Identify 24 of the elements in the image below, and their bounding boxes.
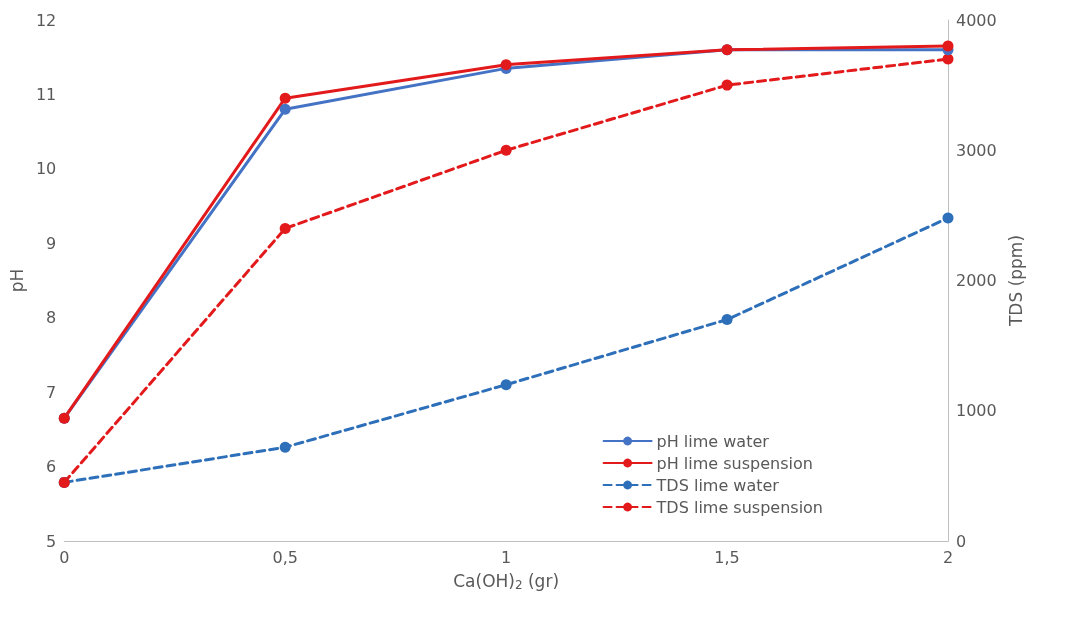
y-tick-label: 11	[35, 84, 57, 104]
y-axis-title: pH	[6, 268, 27, 293]
y2-tick-label: 4000	[956, 10, 997, 30]
legend-label: pH lime water	[656, 431, 770, 451]
y2-tick-label: 0	[956, 531, 967, 551]
y2-tick-label: 2000	[956, 271, 997, 290]
y-tick-label: 12	[35, 10, 57, 30]
y-tick-label: 10	[35, 159, 57, 179]
x-tick-label: 2	[942, 547, 954, 567]
y-tick-label: 5	[46, 531, 57, 551]
y-tick-label: 8	[46, 308, 57, 328]
x-tick-label: 1	[501, 547, 512, 567]
legend-label: TDS lime suspension	[655, 497, 823, 517]
x-tick-label: 1,5	[714, 547, 740, 567]
legend-label: pH lime suspension	[656, 453, 813, 473]
legend-label: TDS lime water	[655, 475, 780, 495]
x-tick-label: 0	[59, 547, 70, 567]
y-tick-label: 9	[46, 233, 57, 253]
y2-tick-label: 1000	[956, 401, 997, 421]
x-tick-label: 0,5	[272, 547, 298, 567]
y-tick-label: 6	[46, 457, 57, 477]
y2-axis-title: TDS (ppm)	[1006, 234, 1027, 328]
y-tick-label: 7	[46, 382, 57, 402]
y2-tick-label: 3000	[956, 140, 997, 160]
